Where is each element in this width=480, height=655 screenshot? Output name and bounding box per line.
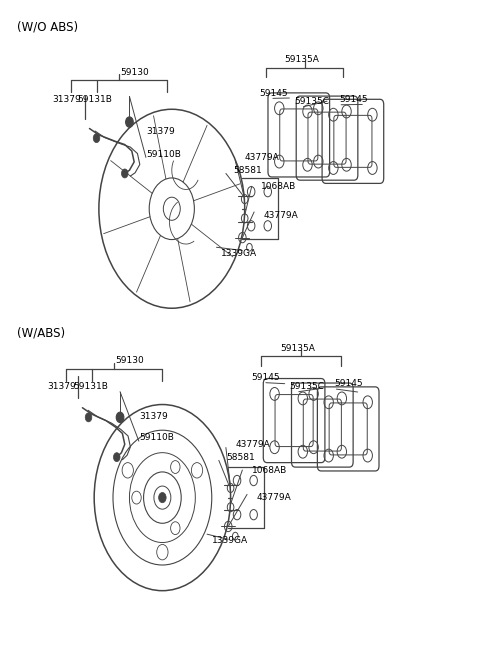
Text: 43779A: 43779A: [264, 211, 298, 219]
Text: 58581: 58581: [226, 453, 254, 462]
Text: 59110B: 59110B: [146, 150, 181, 159]
Text: 59145: 59145: [339, 95, 367, 104]
Text: 59145: 59145: [252, 373, 280, 382]
Text: 43779A: 43779A: [256, 493, 291, 502]
Text: 1068AB: 1068AB: [261, 182, 297, 191]
Circle shape: [116, 412, 124, 422]
Text: 59130: 59130: [120, 67, 149, 77]
Circle shape: [158, 493, 166, 503]
Text: 59135C: 59135C: [294, 97, 329, 106]
Text: 1339GA: 1339GA: [212, 536, 248, 545]
Text: 59131B: 59131B: [78, 95, 113, 104]
Text: 1068AB: 1068AB: [252, 466, 287, 474]
Text: 59110B: 59110B: [139, 434, 174, 442]
Text: (W/O ABS): (W/O ABS): [16, 20, 78, 33]
Text: 59135A: 59135A: [280, 343, 315, 352]
Circle shape: [85, 413, 92, 422]
Circle shape: [126, 117, 133, 127]
Text: 59131B: 59131B: [73, 382, 108, 391]
Circle shape: [121, 169, 128, 178]
Text: 43779A: 43779A: [245, 153, 279, 162]
Text: 1339GA: 1339GA: [221, 249, 257, 258]
Text: 31379: 31379: [146, 127, 175, 136]
Circle shape: [93, 134, 100, 143]
Text: 43779A: 43779A: [235, 440, 270, 449]
Text: 31379: 31379: [47, 382, 76, 391]
Text: 59145: 59145: [334, 379, 363, 388]
Text: 58581: 58581: [233, 166, 262, 175]
Text: 31379: 31379: [52, 95, 81, 104]
Text: 59135C: 59135C: [289, 382, 324, 391]
Text: 59145: 59145: [259, 88, 288, 98]
Text: 59135A: 59135A: [285, 54, 320, 64]
Circle shape: [113, 453, 120, 462]
Text: 31379: 31379: [139, 411, 168, 421]
Text: (W/ABS): (W/ABS): [16, 326, 65, 339]
Text: 59130: 59130: [115, 356, 144, 365]
